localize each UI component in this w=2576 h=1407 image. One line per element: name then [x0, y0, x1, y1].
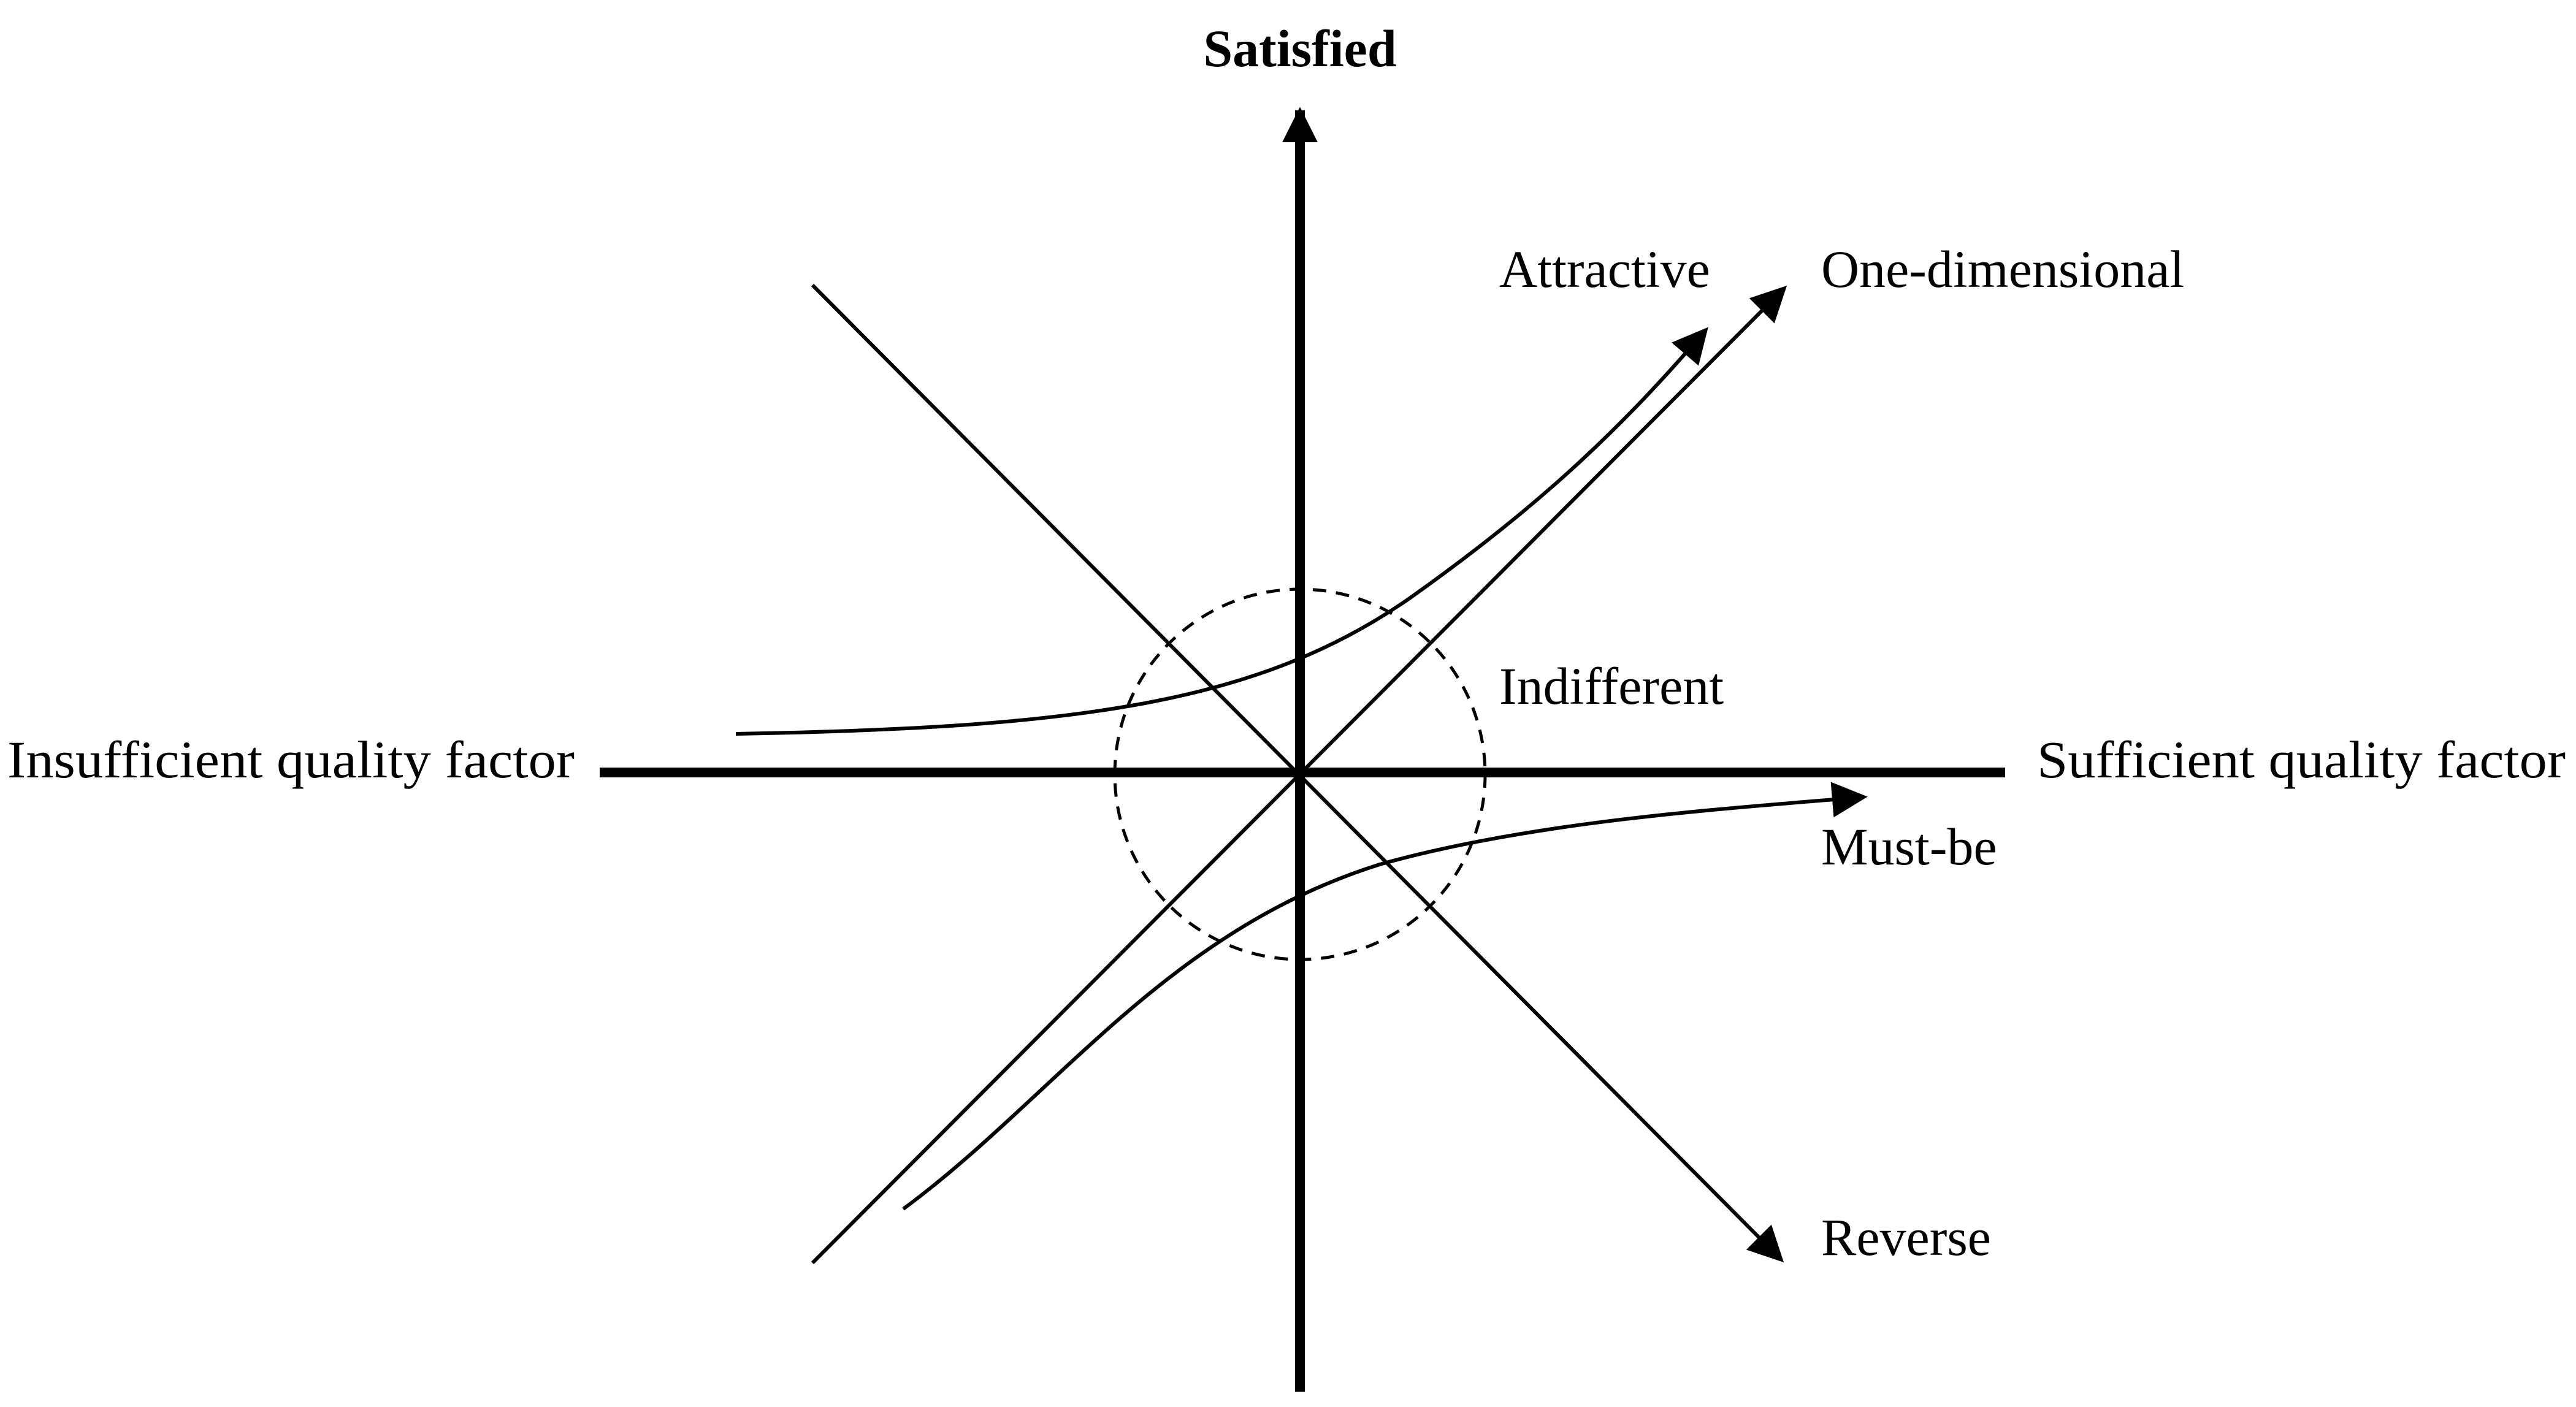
- indifferent-label: Indifferent: [1499, 657, 1724, 715]
- one-dimensional-label: One-dimensional: [1821, 240, 2184, 299]
- axis-left-label: Insufficient quality factor: [7, 730, 575, 789]
- axis-right-label: Sufficient quality factor: [2037, 730, 2566, 789]
- axis-top-label: Satisfied: [1203, 19, 1396, 78]
- attractive-curve: [735, 327, 1708, 736]
- indifferent-zone-circle: [1113, 587, 1487, 961]
- must-be-label: Must-be: [1821, 817, 1997, 876]
- attractive-label: Attractive: [1499, 240, 1710, 299]
- reverse-line: [811, 283, 1784, 1263]
- reverse-label: Reverse: [1821, 1208, 1991, 1267]
- one-dimensional-line: [811, 285, 1787, 1265]
- must-be-curve: [902, 782, 1868, 1211]
